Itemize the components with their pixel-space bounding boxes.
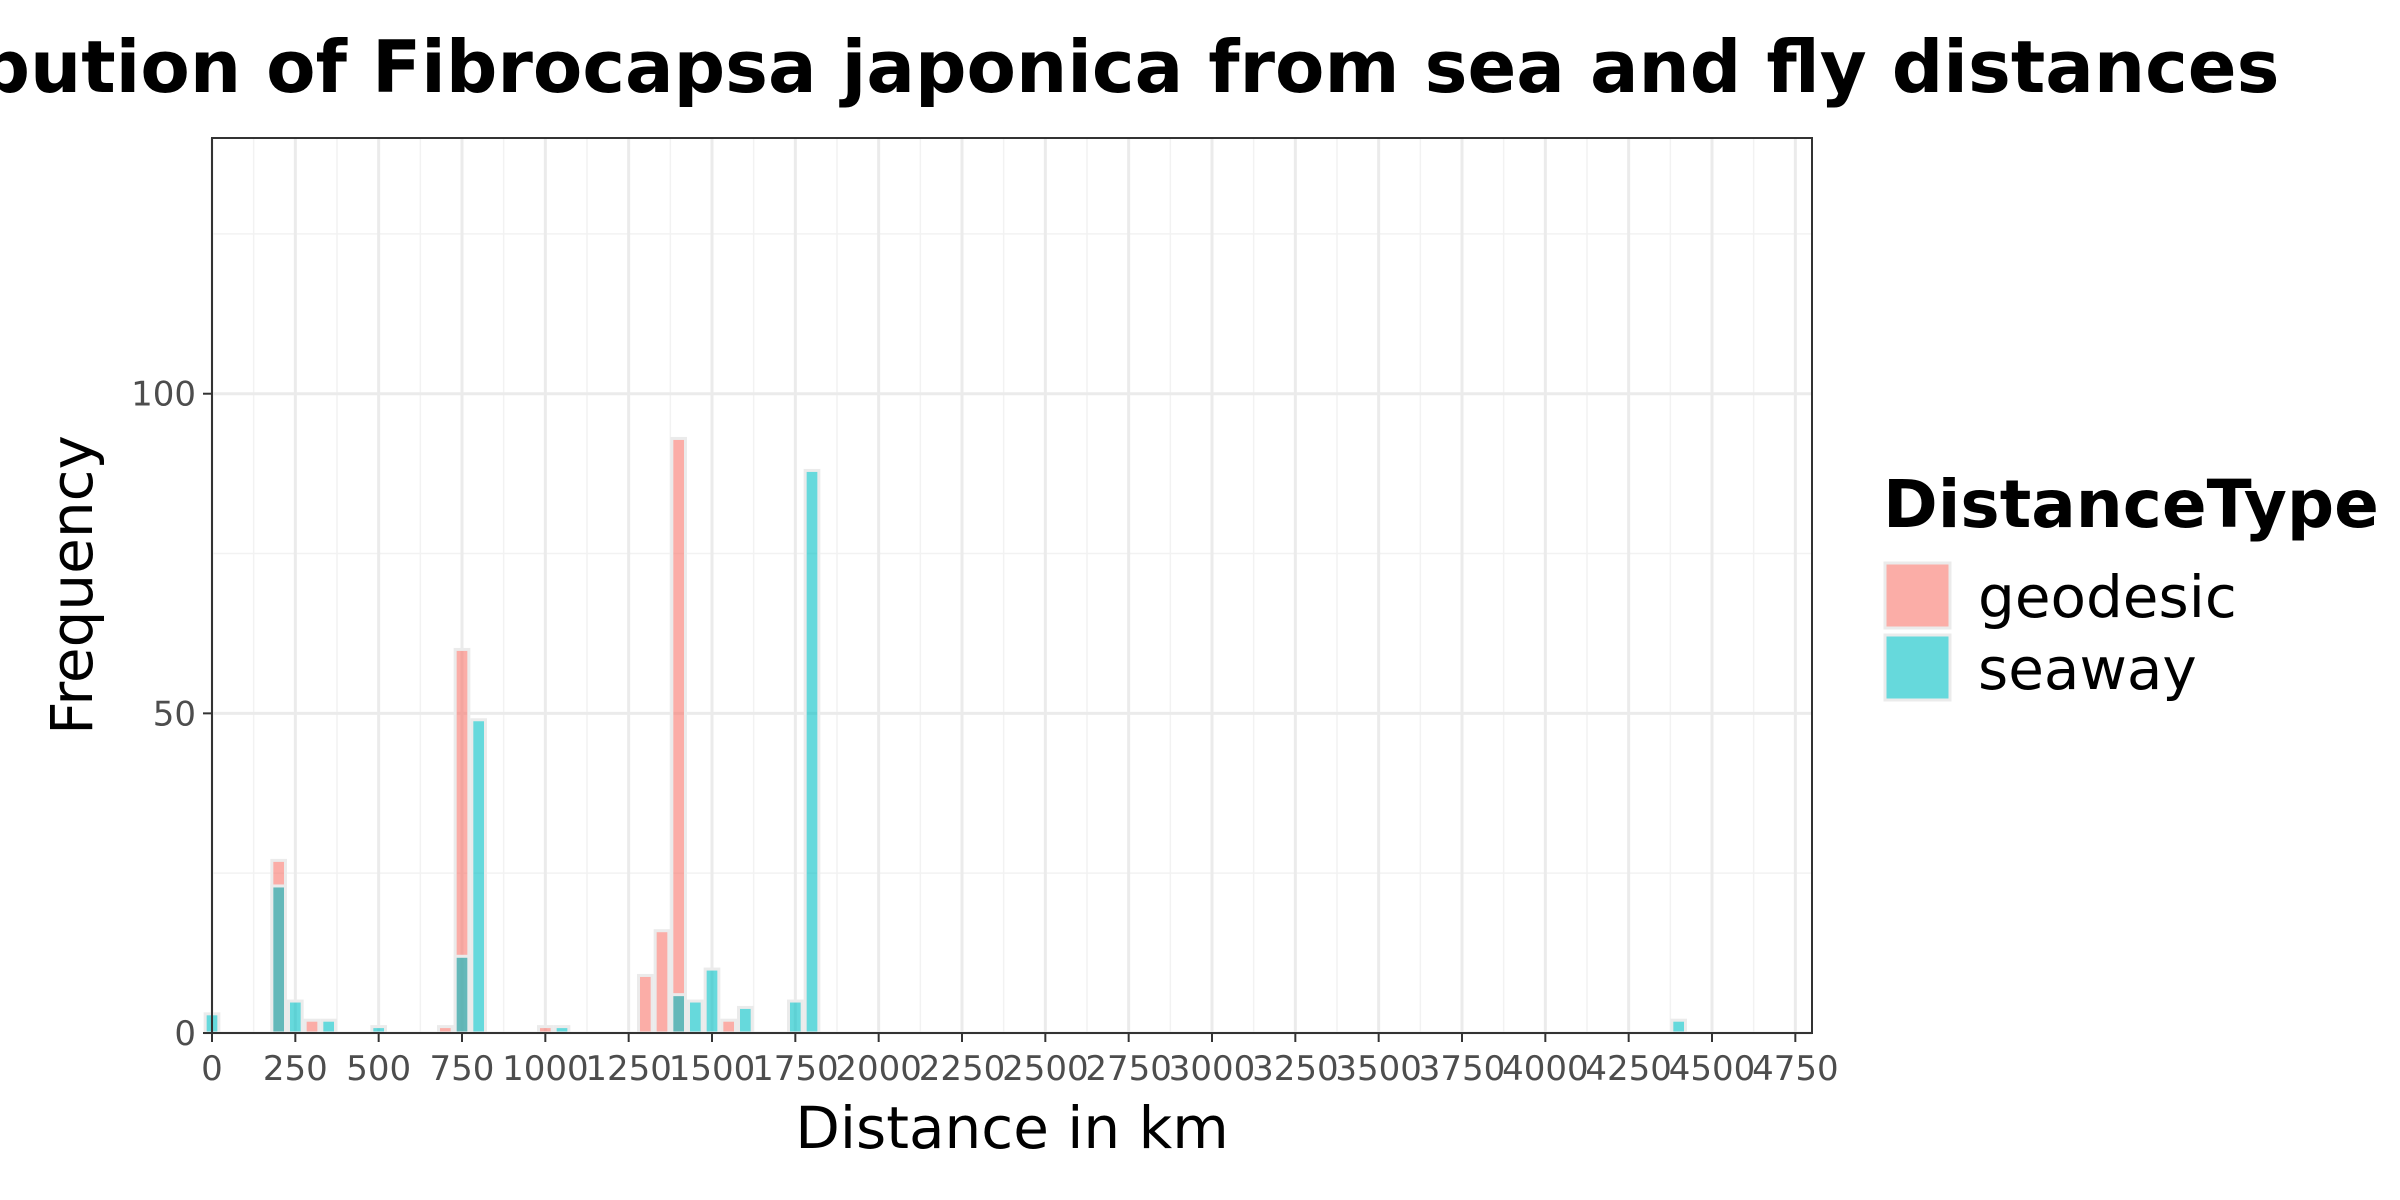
- x-tick-label: 1500: [669, 1049, 756, 1089]
- bar-seaway: [670, 993, 687, 1035]
- bar-seaway: [470, 718, 488, 1035]
- legend-label-seaway: seaway: [1978, 635, 2197, 703]
- y-tick-label: 100: [131, 375, 196, 415]
- x-tick-label: 3000: [1169, 1049, 1256, 1089]
- bar-seaway: [287, 999, 304, 1035]
- x-tick-label: 2000: [835, 1049, 922, 1089]
- x-tick-label: 3750: [1419, 1049, 1506, 1089]
- bar-geodesic: [637, 973, 654, 1035]
- legend-title: DistanceType: [1883, 466, 2379, 543]
- x-tick-label: 2750: [1085, 1049, 1172, 1089]
- bar-geodesic: [670, 436, 687, 1035]
- legend-key-seaway: [1883, 633, 1952, 702]
- x-axis-title: Distance in km: [795, 1094, 1228, 1162]
- bar-seaway: [787, 999, 804, 1035]
- plot-panel-border: [211, 137, 1813, 1034]
- legend: DistanceType geodesic seaway: [1883, 466, 2379, 703]
- bar-seaway: [803, 468, 821, 1035]
- x-tick-label: 1000: [502, 1049, 589, 1089]
- y-tick-label: 50: [153, 694, 196, 734]
- bar-seaway: [687, 999, 704, 1035]
- plot-panel-background: [212, 138, 1812, 1033]
- x-tick-label: 750: [430, 1049, 495, 1089]
- x-tick-label: 2250: [919, 1049, 1006, 1089]
- x-tick-label: 4250: [1585, 1049, 1672, 1089]
- x-tick-label: 1250: [585, 1049, 672, 1089]
- histogram-bars: [203, 436, 1688, 1035]
- x-tick-label: 4750: [1752, 1049, 1839, 1089]
- y-axis: 0 50 100: [131, 375, 212, 1054]
- x-tick-label: 2500: [1002, 1049, 1089, 1089]
- x-tick-label: 3500: [1335, 1049, 1422, 1089]
- bar-seaway: [320, 1018, 338, 1035]
- bar-seaway: [703, 967, 721, 1035]
- x-tick-label: 500: [346, 1049, 411, 1089]
- y-axis-title: Frequency: [38, 435, 106, 735]
- bar-seaway: [1670, 1018, 1688, 1035]
- legend-key-geodesic: [1883, 561, 1952, 630]
- x-tick-label: 1750: [752, 1049, 839, 1089]
- bar-seaway: [737, 1005, 754, 1035]
- legend-label-geodesic: geodesic: [1978, 563, 2237, 631]
- x-axis: 0 250 500 750 100012501500175020002250250027…: [201, 1033, 1839, 1089]
- x-tick-label: 0: [201, 1049, 223, 1089]
- bar-geodesic: [720, 1018, 737, 1035]
- x-tick-label: 250: [263, 1049, 328, 1089]
- bar-geodesic: [303, 1018, 321, 1035]
- x-tick-label: 4000: [1502, 1049, 1589, 1089]
- bar-seaway: [453, 954, 471, 1035]
- y-tick-label: 0: [174, 1014, 196, 1054]
- x-tick-label: 4500: [1669, 1049, 1756, 1089]
- bar-geodesic: [653, 929, 671, 1035]
- x-tick-label: 3250: [1252, 1049, 1339, 1089]
- bar-seaway: [270, 884, 288, 1035]
- chart-title: Distribution of Fibrocapsa japonica from…: [0, 25, 2279, 109]
